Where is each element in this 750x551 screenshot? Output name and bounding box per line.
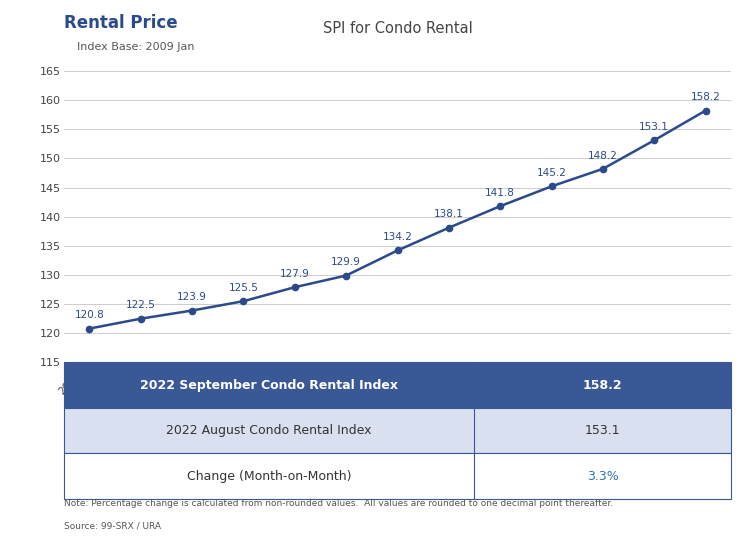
Text: 3.3%: 3.3% [587, 469, 619, 483]
Text: 138.1: 138.1 [434, 209, 463, 219]
Text: 2022 September Condo Rental Index: 2022 September Condo Rental Index [140, 379, 398, 392]
Bar [64, 453, 731, 499]
Text: SPI for Condo Rental: SPI for Condo Rental [322, 20, 472, 36]
Text: 148.2: 148.2 [588, 150, 618, 160]
Text: 123.9: 123.9 [177, 292, 207, 302]
Text: Change (Month-on-Month): Change (Month-on-Month) [187, 469, 351, 483]
Text: 141.8: 141.8 [485, 188, 515, 198]
Text: 122.5: 122.5 [126, 300, 156, 310]
Text: Note: Percentage change is calculated from non-rounded values.  All values are r: Note: Percentage change is calculated fr… [64, 499, 613, 508]
Text: Rental Price: Rental Price [64, 14, 177, 32]
Text: 127.9: 127.9 [280, 269, 310, 279]
Text: 158.2: 158.2 [583, 379, 622, 392]
Text: 153.1: 153.1 [639, 122, 669, 132]
Text: 120.8: 120.8 [74, 310, 104, 320]
Text: 125.5: 125.5 [229, 283, 259, 293]
Text: 134.2: 134.2 [382, 232, 412, 242]
Text: 153.1: 153.1 [585, 424, 620, 437]
Text: 2022 August Condo Rental Index: 2022 August Condo Rental Index [166, 424, 372, 437]
Text: Index Base: 2009 Jan: Index Base: 2009 Jan [77, 42, 194, 52]
Bar [64, 363, 731, 408]
Text: 129.9: 129.9 [332, 257, 361, 267]
Text: 158.2: 158.2 [691, 92, 721, 102]
Text: 145.2: 145.2 [536, 168, 566, 178]
Text: Source: 99-SRX / URA: Source: 99-SRX / URA [64, 521, 160, 530]
Bar [64, 408, 731, 453]
